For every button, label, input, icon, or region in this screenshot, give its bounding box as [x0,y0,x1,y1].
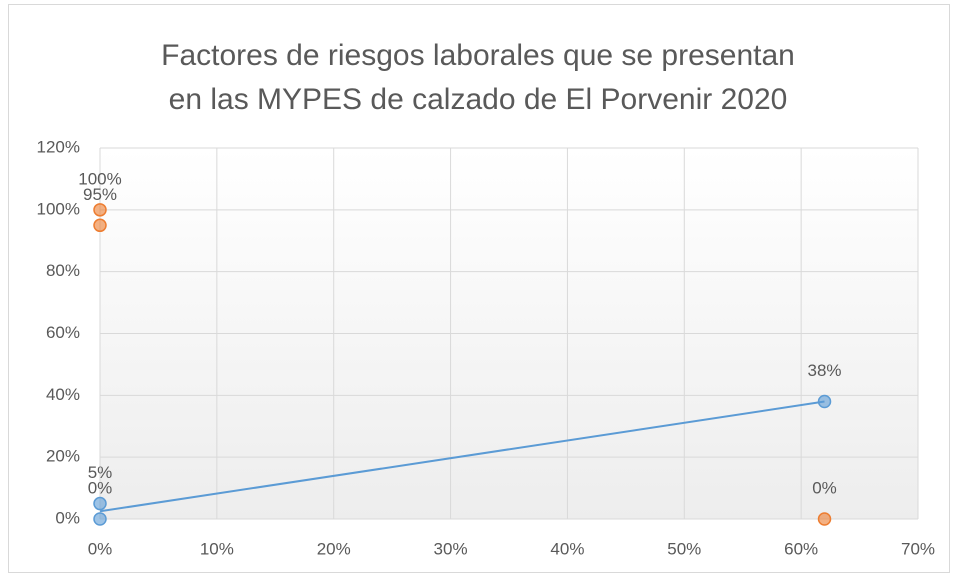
x-tick-label: 30% [434,539,468,558]
x-tick-label: 20% [317,539,351,558]
y-tick-label: 100% [37,199,80,218]
data-label: 100% [78,169,121,188]
y-tick-label: 20% [46,447,80,466]
trendline [99,400,825,513]
point [817,394,832,409]
y-tick-label: 0% [55,508,80,527]
point [93,203,107,217]
data-label: 0% [812,478,837,497]
point [93,218,107,233]
y-tick-label: 120% [37,137,80,156]
chart-title: en las MYPES de calzado de El Porvenir 2… [169,83,788,116]
x-tick-label: 70% [901,539,935,558]
point [817,512,832,526]
point [93,496,107,511]
y-tick-label: 40% [46,385,80,404]
x-tick-label: 50% [667,539,701,558]
y-tick-label: 60% [46,323,80,342]
x-tick-label: 0% [88,539,113,558]
y-tick-label: 80% [46,261,80,280]
x-tick-label: 60% [784,539,818,558]
data-label: 5% [88,463,113,482]
point [93,512,107,526]
data-label: 0% [88,478,113,497]
x-tick-label: 40% [550,539,584,558]
chart-title: Factores de riesgos laborales que se pre… [161,39,795,72]
data-label: 95% [83,185,117,204]
x-tick-label: 10% [200,539,234,558]
data-label: 38% [807,361,841,380]
